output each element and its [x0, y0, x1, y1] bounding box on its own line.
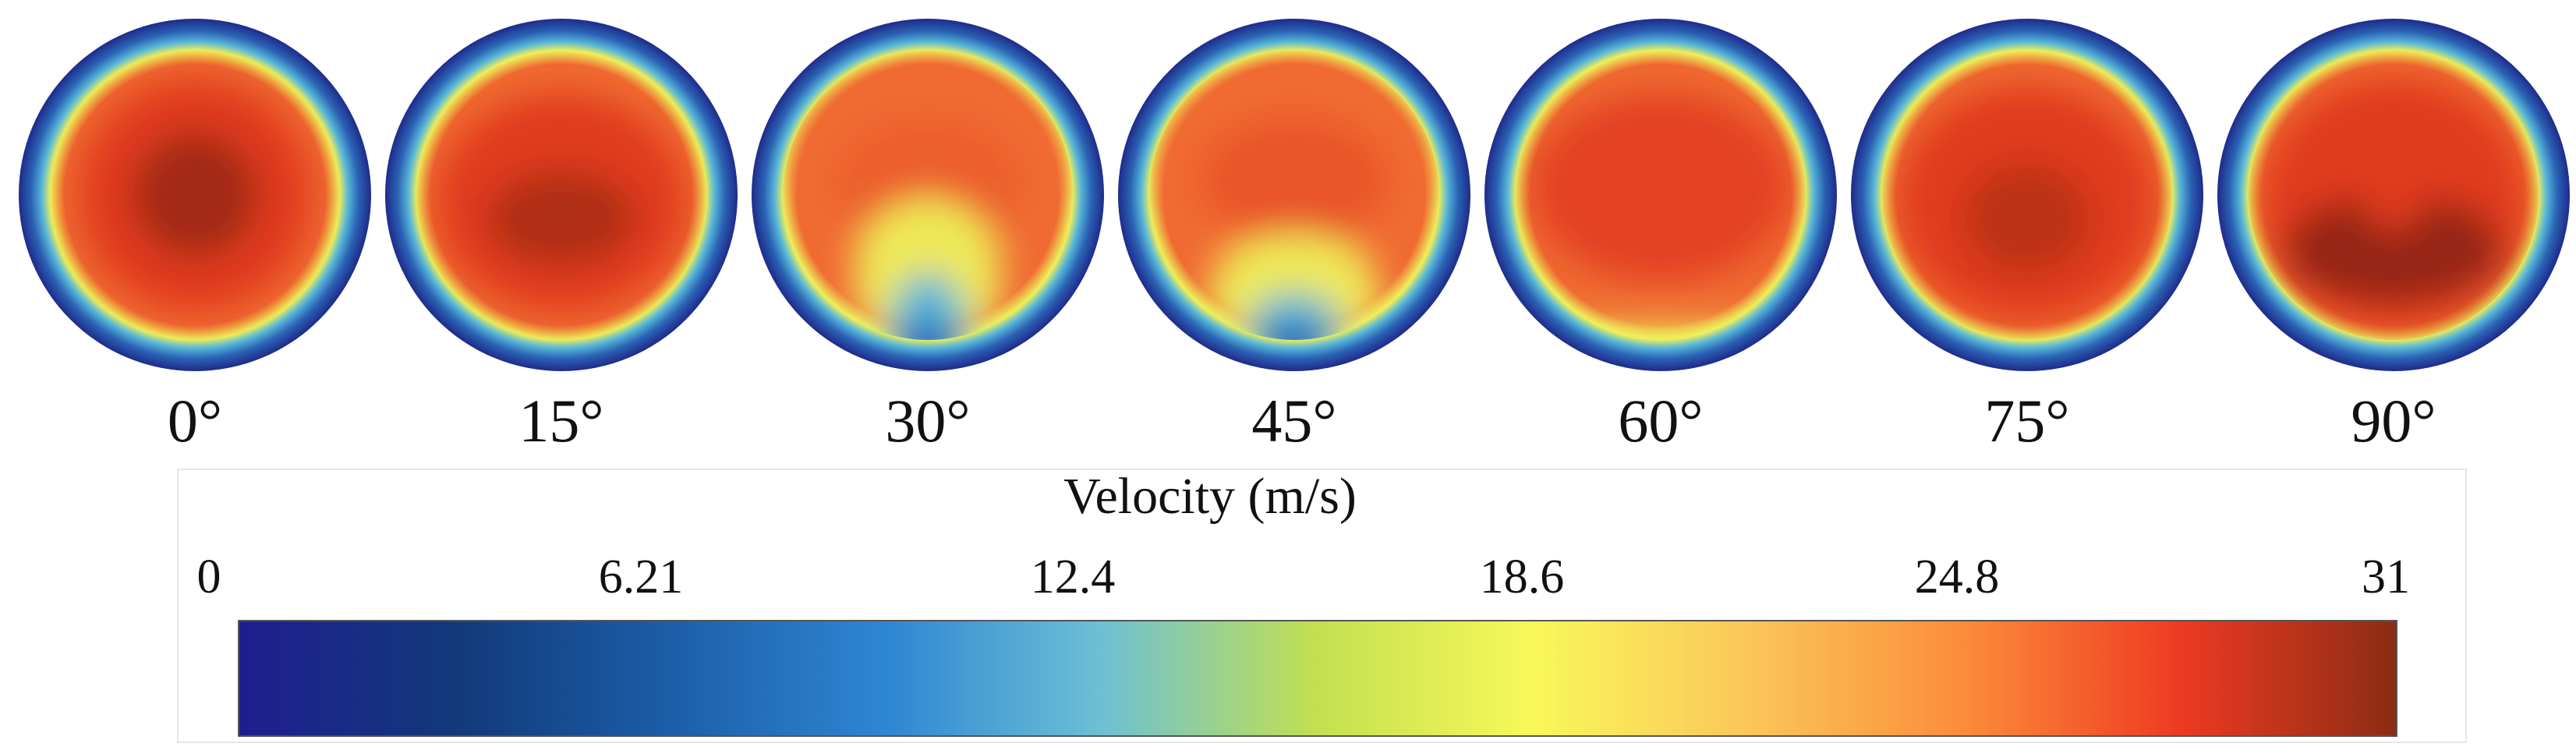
contour-panel — [1118, 19, 1470, 371]
angle-label: 90° — [2351, 387, 2436, 455]
angle-label: 45° — [1251, 387, 1337, 455]
velocity-core — [1162, 70, 1427, 340]
velocity-core — [2261, 78, 2526, 327]
colorbar-tick-label: 12.4 — [1030, 550, 1116, 604]
contour-panel — [752, 19, 1104, 371]
contour-panel — [385, 19, 738, 371]
colorbar-tick-label: 0 — [196, 550, 221, 604]
angle-label: 60° — [1618, 387, 1704, 455]
legend-box — [177, 469, 2467, 743]
velocity-core — [78, 78, 312, 312]
colorbar-tick-label: 18.6 — [1479, 550, 1565, 604]
velocity-contour-panels — [19, 19, 2570, 371]
colorbar-tick-label: 31 — [2362, 550, 2410, 604]
contour-panel — [1484, 19, 1837, 371]
angle-label: 0° — [167, 387, 223, 455]
contour-panel — [19, 19, 371, 371]
velocity-core — [795, 70, 1060, 340]
angle-label: 75° — [1984, 387, 2070, 455]
legend-frame — [177, 469, 2467, 743]
legend-title: Velocity (m/s) — [1063, 468, 1357, 525]
angle-label: 30° — [885, 387, 971, 455]
contour-panel — [2217, 19, 2570, 371]
colorbar-tick-label: 24.8 — [1914, 550, 2000, 604]
velocity-core — [437, 94, 686, 312]
angle-label: 15° — [518, 387, 604, 455]
contour-panel — [1851, 19, 2203, 371]
velocity-core — [1898, 86, 2156, 320]
colorbar — [238, 620, 2397, 737]
colorbar-tick-label: 6.21 — [598, 550, 684, 604]
